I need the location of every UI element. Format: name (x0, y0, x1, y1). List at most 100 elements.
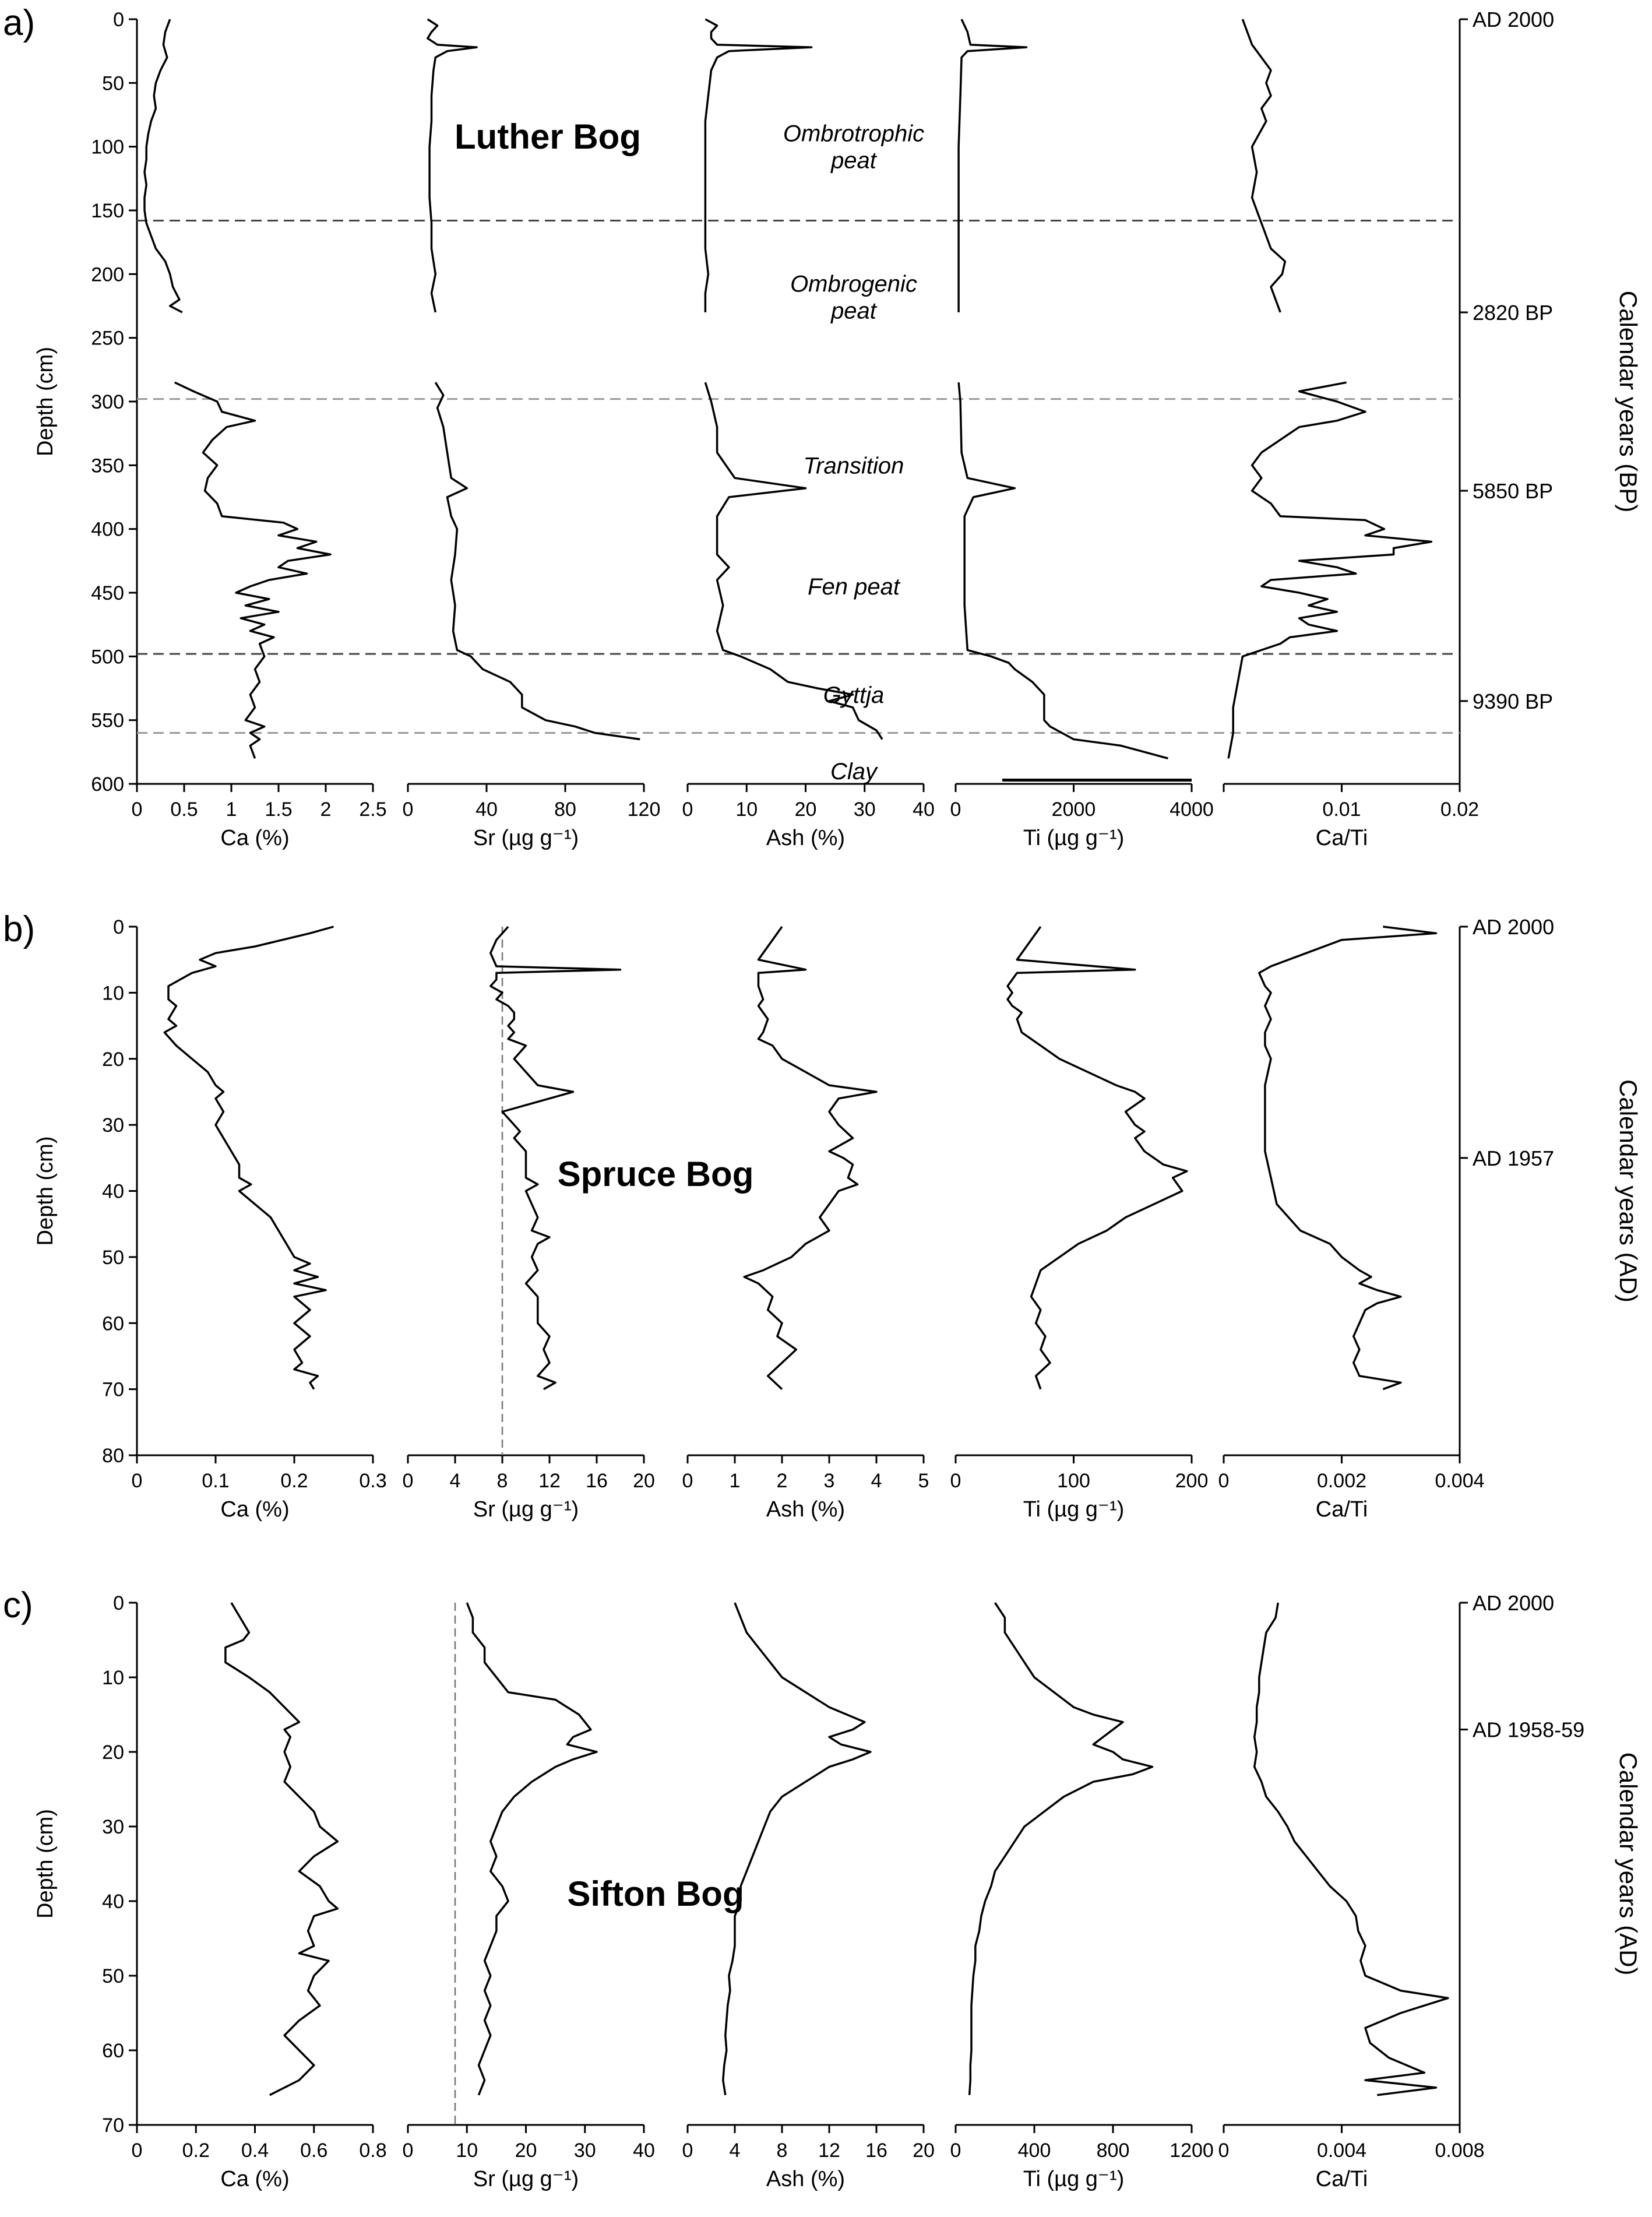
depth-tick-label: 50 (102, 72, 124, 94)
series-line (163, 925, 334, 1390)
x-axis-title: Sr (µg g⁻¹) (473, 1497, 579, 1522)
depth-tick-label: 250 (91, 328, 124, 350)
depth-tick-label: 600 (91, 773, 124, 796)
x-tick-label: 0 (132, 798, 143, 821)
series-line (743, 925, 878, 1390)
depth-tick-label: 10 (102, 982, 124, 1004)
depth-tick-label: 0 (113, 916, 124, 938)
depth-tick-label: 450 (91, 582, 124, 604)
x-tick-label: 10 (456, 2139, 478, 2162)
depth-tick-label: 0 (113, 9, 124, 31)
x-tick-label: 12 (538, 1470, 561, 1492)
calendar-age-label: 9390 BP (1473, 689, 1553, 713)
depth-tick-label: 60 (102, 2040, 124, 2062)
depth-tick-label: 100 (91, 136, 124, 159)
panel-a: a) 050100150200250300350400450500550600De… (3, 3, 1642, 850)
series-column: 0 100 200 Ti (µg g⁻¹) (950, 925, 1209, 1522)
series-column: 0.01 0.02 Ca/Ti (1223, 19, 1479, 850)
x-tick-label: 0.2 (182, 2139, 210, 2162)
depth-tick-label: 300 (91, 391, 124, 413)
x-tick-label: 20 (515, 2139, 537, 2162)
x-tick-label: 2 (777, 1470, 788, 1492)
series-column: 0 4 8 12 16 20 Sr (µg g⁻¹) (403, 925, 655, 1522)
depth-axis-title: Depth (cm) (33, 1809, 58, 1919)
x-tick-label: 0 (950, 2139, 961, 2162)
x-tick-label: 0.5 (170, 798, 198, 821)
depth-tick-label: 150 (91, 200, 124, 222)
x-tick-label: 2000 (1052, 798, 1096, 821)
series-line (1258, 925, 1438, 1391)
x-axis-title: Ca (%) (220, 1497, 289, 1522)
calendar-age-label: 2820 BP (1473, 301, 1553, 325)
depth-tick-label: 350 (91, 455, 124, 477)
x-tick-label: 8 (497, 1470, 508, 1492)
x-tick-label: 30 (854, 798, 876, 821)
series-line (174, 381, 332, 759)
x-axis-title: Ash (%) (766, 1497, 845, 1522)
x-tick-label: 10 (735, 798, 758, 821)
series-line (704, 18, 813, 312)
depth-axis-title: Depth (cm) (33, 1136, 58, 1246)
series-column: 0 1 2 3 4 5 Ash (%) (682, 925, 929, 1522)
x-tick-label: 200 (1175, 1470, 1209, 1492)
x-tick-label: 0.3 (359, 1470, 386, 1492)
depth-tick-label: 70 (102, 2114, 124, 2137)
series-line (957, 382, 1168, 759)
x-axis-title: Sr (µg g⁻¹) (473, 826, 579, 850)
site-name: Spruce Bog (558, 1155, 754, 1194)
series-column: 0 0.002 0.004 Ca/Ti (1218, 925, 1485, 1522)
x-axis-title: Ca/Ti (1316, 826, 1368, 850)
series-column: 0 0.2 0.4 0.6 0.8 Ca (%) (132, 1602, 387, 2191)
x-tick-label: 5 (918, 1470, 929, 1492)
depth-tick-label: 550 (91, 710, 124, 732)
x-tick-label: 4000 (1170, 798, 1214, 821)
site-name: Sifton Bog (567, 1874, 744, 1913)
x-tick-label: 16 (865, 2139, 887, 2162)
zone-label: Ombrotrophic (783, 121, 924, 147)
x-tick-label: 2.5 (359, 798, 386, 821)
x-tick-label: 40 (633, 2139, 655, 2162)
x-tick-label: 0.6 (300, 2139, 327, 2162)
series-line (1241, 19, 1287, 313)
series-column: 0 10 20 30 40 Sr (µg g⁻¹) (403, 1602, 655, 2191)
zone-label: Clay (830, 759, 879, 784)
calendar-axis-title: Calendar years (BP) (1615, 291, 1642, 512)
x-tick-label: 3 (824, 1470, 835, 1492)
x-tick-label: 20 (913, 2139, 935, 2162)
depth-tick-label: 10 (102, 1667, 124, 1689)
x-tick-label: 0 (1218, 1470, 1230, 1492)
x-tick-label: 1.5 (265, 798, 292, 821)
x-tick-label: 0 (403, 1470, 414, 1492)
panel-letter: c) (3, 1585, 33, 1625)
x-tick-label: 4 (450, 1470, 461, 1492)
x-axis-title: Sr (µg g⁻¹) (473, 2167, 579, 2191)
series-line (466, 1602, 598, 2096)
x-tick-label: 400 (1018, 2139, 1051, 2162)
x-tick-label: 0 (132, 1470, 143, 1492)
series-line (1253, 1602, 1449, 2096)
x-tick-label: 0.1 (202, 1470, 229, 1492)
x-tick-label: 0 (1218, 2139, 1230, 2162)
series-line (427, 18, 478, 313)
calendar-age-label: AD 2000 (1473, 8, 1554, 31)
x-tick-label: 30 (574, 2139, 596, 2162)
x-tick-label: 4 (730, 2139, 741, 2162)
depth-tick-label: 50 (102, 1965, 124, 1987)
depth-tick-label: 0 (113, 1592, 124, 1614)
x-tick-label: 4 (871, 1470, 882, 1492)
x-tick-label: 0.8 (359, 2139, 386, 2162)
series-column: 0 4 8 12 16 20 Ash (%) (682, 1602, 935, 2191)
x-axis-title: Ash (%) (766, 2167, 845, 2191)
depth-tick-label: 30 (102, 1114, 124, 1136)
calendar-axis-title: Calendar years (AD) (1615, 1079, 1642, 1303)
depth-tick-label: 20 (102, 1048, 124, 1071)
zone-label: peat (830, 298, 878, 324)
series-line (434, 382, 640, 741)
x-tick-label: 0 (950, 1470, 961, 1492)
series-column: 0 0.1 0.2 0.3 Ca (%) (132, 925, 387, 1522)
x-tick-label: 40 (913, 798, 935, 821)
depth-tick-label: 60 (102, 1312, 124, 1335)
x-axis-title: Ti (µg g⁻¹) (1023, 1497, 1125, 1522)
